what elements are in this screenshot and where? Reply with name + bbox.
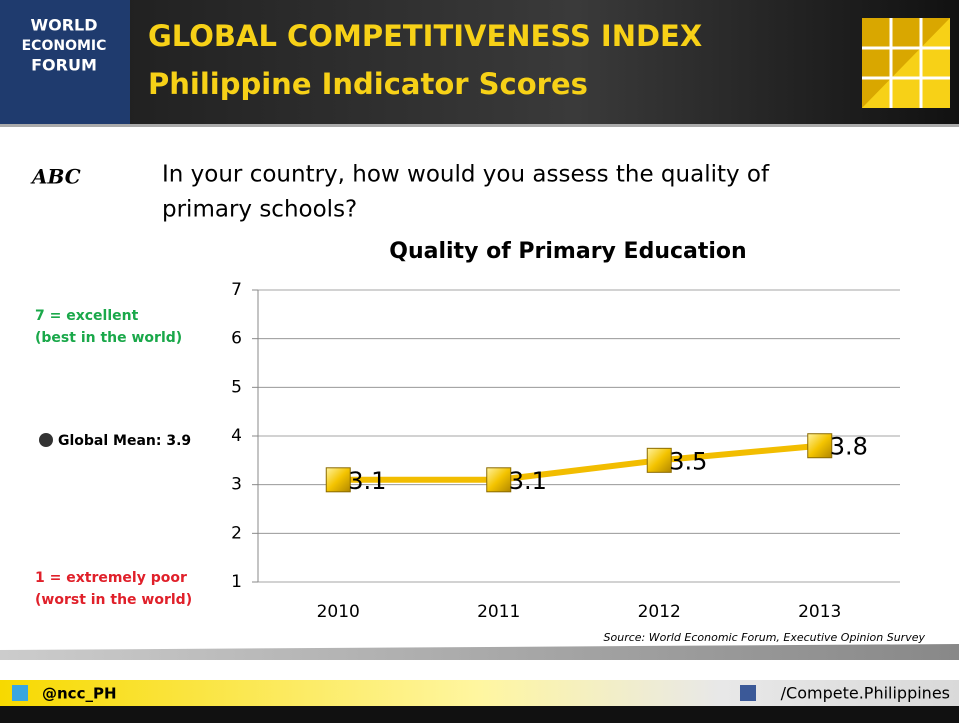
y-tick-label: 2 [231,523,242,543]
source: Source: World Economic Forum, Executive … [604,631,926,644]
data-label: 3.8 [830,433,868,461]
header-band [0,0,959,124]
facebook-icon [740,685,756,701]
x-tick-label: 2013 [798,602,841,622]
logo-text: WORLD [30,16,97,35]
y-tick-label: 1 [231,572,242,592]
footer-base [0,706,959,723]
data-label: 3.1 [348,467,386,495]
x-tick-label: 2011 [477,602,520,622]
header-title: GLOBAL COMPETITIVENESS INDEX [148,19,702,53]
scale-note: (worst in the world) [35,592,192,608]
data-label: 3.5 [669,447,707,475]
marker [807,433,833,459]
globe-icon [39,433,53,447]
scale-note: 1 = extremely poor [35,570,187,586]
question-text: primary schools? [162,197,357,223]
x-tick-label: 2012 [638,602,681,622]
y-tick-label: 5 [231,377,242,397]
marker [486,467,512,493]
marker [646,447,672,473]
y-tick-label: 6 [231,329,242,349]
corner-logo [862,18,950,108]
logo-box [0,0,130,124]
marker [325,467,351,493]
question-icon: ABC [30,165,81,189]
header-subtitle: Philippine Indicator Scores [148,67,588,101]
data-label: 3.1 [509,467,547,495]
x-tick-label: 2010 [317,602,360,622]
logo-text: ECONOMIC [22,38,107,54]
logo-text: FORUM [31,56,97,75]
scale-note: Global Mean: 3.9 [58,433,191,449]
line [338,442,821,483]
twitter-icon [12,685,28,701]
scale-note: 7 = excellent [35,308,139,324]
footer-rule [0,644,959,660]
y-tick-label: 3 [231,475,242,495]
y-tick-label: 7 [231,280,242,300]
y-tick-label: 4 [231,426,242,446]
header-rule [0,124,959,127]
footer-band [0,680,959,706]
twitter-handle: @ncc_PH [42,685,117,703]
chart-title: Quality of Primary Education [389,239,746,264]
question-text: In your country, how would you assess th… [162,162,770,188]
scale-note: (best in the world) [35,330,182,346]
facebook-page: /Compete.Philippines [781,684,950,703]
